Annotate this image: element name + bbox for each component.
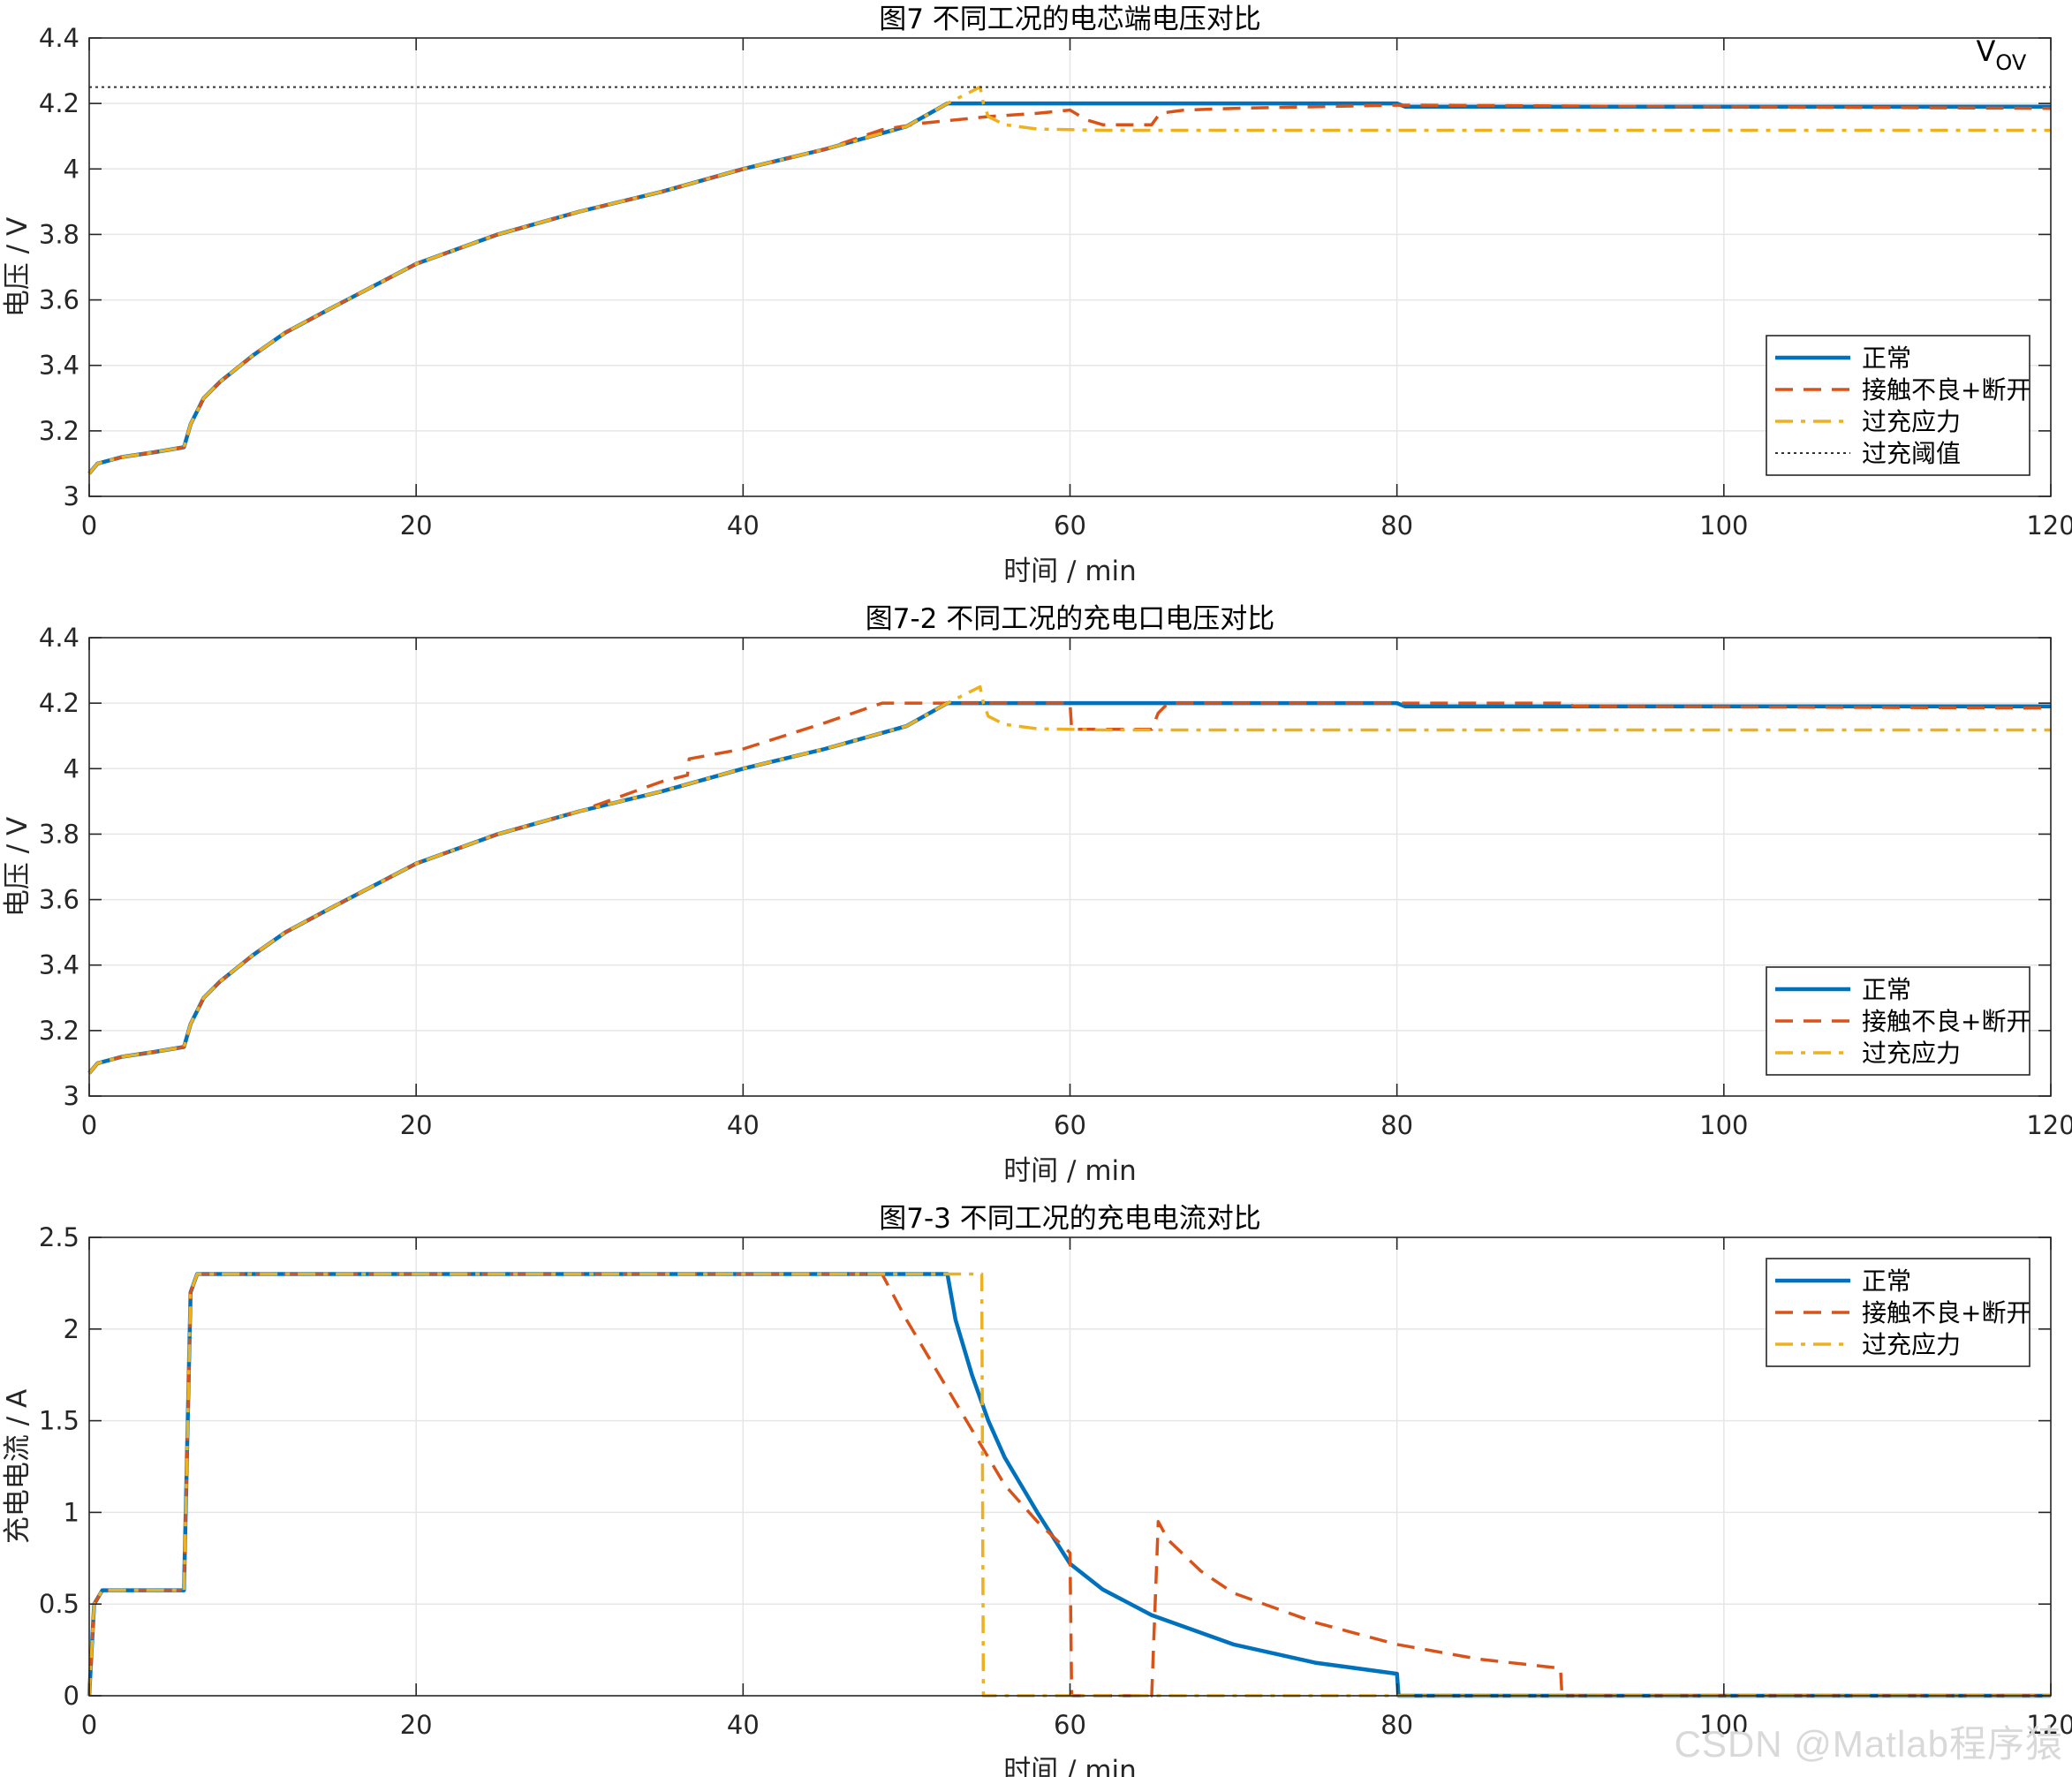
- y-tick-label: 3.8: [39, 819, 79, 849]
- legend-label: 过充应力: [1862, 407, 1961, 436]
- y-axis-label: 电压 / V: [2, 217, 34, 317]
- x-tick-label: 0: [81, 1710, 97, 1740]
- x-tick-label: 20: [400, 510, 433, 541]
- legend-label: 接触不良+断开: [1862, 375, 2030, 405]
- x-tick-label: 0: [81, 1110, 97, 1140]
- y-tick-label: 4.4: [39, 623, 79, 653]
- chart-3: 0 20 40 60 80 100 120 0 0.5 1 1.5 2 2.5 图7-3 不同工况的充电电…: [2, 1203, 2072, 1777]
- x-tick-label: 100: [1699, 510, 1748, 541]
- x-tick-label: 40: [727, 510, 760, 541]
- y-tick-label: 4.2: [39, 88, 79, 118]
- y-tick-label: 0: [64, 1681, 79, 1711]
- x-tick-label: 120: [2026, 1110, 2072, 1140]
- x-tick-label: 120: [2026, 510, 2072, 541]
- series-line-2: [87, 1272, 2051, 1698]
- y-tick-label: 3.4: [39, 950, 79, 980]
- legend-label: 接触不良+断开: [1862, 1007, 2030, 1036]
- x-tick-label: 20: [400, 1110, 433, 1140]
- y-tick-label: 3.2: [39, 416, 79, 446]
- chart-1: 0 20 40 60 80 100 120 3 3.2 3.4 3.6 3.8 4 4.2 4.4 图7 不同…: [2, 4, 2072, 587]
- y-tick-label: 3: [64, 481, 79, 511]
- y-tick-label: 4: [64, 154, 79, 184]
- chart-title: 图7-2 不同工况的充电口电压对比: [866, 603, 1275, 635]
- y-axis-label: 充电电流 / A: [2, 1389, 34, 1544]
- legend-label: 正常: [1862, 975, 1911, 1004]
- x-tick-label: 40: [727, 1110, 760, 1140]
- y-axis-label: 电压 / V: [2, 817, 34, 917]
- y-tick-label: 1.5: [39, 1406, 79, 1436]
- x-tick-label: 80: [1380, 1110, 1413, 1140]
- legend-label: 正常: [1862, 1267, 1911, 1296]
- chart-2: 0 20 40 60 80 100 120 3 3.2 3.4 3.6 3.8 4 4.2 4.4 图7-2 …: [2, 603, 2072, 1187]
- x-tick-label: 60: [1054, 1110, 1086, 1140]
- x-tick-label: 20: [400, 1710, 433, 1740]
- x-axis-label: 时间 / min: [1003, 1755, 1137, 1777]
- legend-label: 正常: [1862, 344, 1911, 373]
- chart-title: 图7-3 不同工况的充电电流对比: [879, 1203, 1261, 1235]
- y-tick-label: 0.5: [39, 1589, 79, 1619]
- y-tick-label: 3.6: [39, 285, 79, 315]
- y-tick-label: 3.4: [39, 351, 79, 381]
- legend-label: 过充阈值: [1862, 439, 1961, 468]
- x-tick-label: 80: [1380, 1710, 1413, 1740]
- legend-label: 接触不良+断开: [1862, 1298, 2030, 1327]
- y-tick-label: 2: [64, 1314, 79, 1344]
- y-tick-label: 3.2: [39, 1016, 79, 1046]
- chart-title: 图7 不同工况的电芯端电压对比: [879, 4, 1261, 35]
- y-tick-label: 3.6: [39, 885, 79, 915]
- x-axis-label: 时间 / min: [1003, 556, 1137, 587]
- y-tick-label: 2.5: [39, 1222, 79, 1252]
- y-tick-label: 3: [64, 1081, 79, 1111]
- watermark: CSDN @Matlab程序猿: [1674, 1723, 2063, 1765]
- x-tick-label: 120: [2026, 1710, 2072, 1740]
- legend-label: 过充应力: [1862, 1330, 1961, 1359]
- legend-label: 过充应力: [1862, 1039, 1961, 1068]
- x-tick-label: 100: [1699, 1110, 1748, 1140]
- series-line-3: [87, 684, 2051, 1075]
- x-tick-label: 100: [1699, 1710, 1748, 1740]
- y-tick-label: 4.2: [39, 688, 79, 718]
- series-line-2: [87, 701, 2052, 1075]
- x-tick-label: 80: [1380, 510, 1413, 541]
- y-tick-label: 1: [64, 1497, 79, 1527]
- x-tick-label: 0: [81, 510, 97, 541]
- y-tick-label: 4: [64, 753, 79, 783]
- x-axis-label: 时间 / min: [1003, 1155, 1137, 1187]
- x-tick-label: 60: [1054, 1710, 1086, 1740]
- x-tick-label: 60: [1054, 510, 1086, 541]
- y-tick-label: 4.4: [39, 23, 79, 53]
- y-tick-label: 3.8: [39, 219, 79, 249]
- series-line-3: [87, 1272, 2051, 1698]
- series-line-3: [87, 85, 2051, 475]
- x-tick-label: 40: [727, 1710, 760, 1740]
- threshold-annotation: VOV: [1976, 34, 2026, 75]
